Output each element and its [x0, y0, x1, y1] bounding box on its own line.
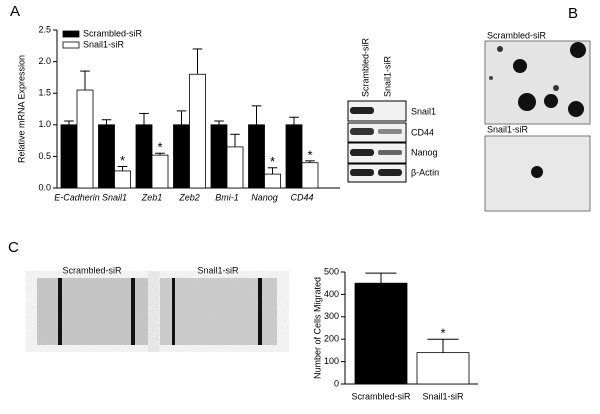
bar: [151, 154, 169, 189]
legend-label: Snail1-siR: [83, 39, 125, 49]
y-tick-label: 1.0: [38, 119, 51, 129]
y-tick-label: 200: [324, 334, 339, 344]
blot-band-box: [347, 100, 407, 122]
bar: [416, 352, 470, 385]
image-label: Snail1-siR: [487, 124, 529, 134]
bar: [248, 124, 265, 189]
y-axis-label: Relative mRNA Expression: [16, 55, 26, 163]
y-axis-label: Number of Cells Migrated: [312, 277, 322, 379]
blot-row-label: Nanog: [411, 147, 438, 157]
y-tick-label: 500: [324, 266, 339, 276]
bar: [60, 124, 78, 189]
image-label: Scrambled-siR: [62, 265, 122, 275]
image-label: Snail1-siR: [197, 265, 239, 275]
x-tick-label: CD44: [290, 192, 313, 202]
colony: [518, 93, 536, 111]
blot-band-box: [347, 163, 407, 183]
blot-band: [378, 129, 402, 134]
y-tick-label: 0: [334, 378, 339, 388]
western-blot: Scrambled-siR Snail1-siR Snail1 CD44 Nan…: [347, 37, 439, 183]
bar: [189, 73, 206, 189]
wound-edge: [58, 278, 62, 345]
bar: [354, 282, 408, 385]
panel-label: A: [10, 3, 20, 20]
blot-row-label: CD44: [411, 127, 434, 137]
blot-band-box: [347, 122, 407, 143]
y-tick-label: 400: [324, 289, 339, 299]
significance-marker: *: [270, 154, 275, 169]
blot-band: [378, 169, 402, 176]
bar: [285, 124, 303, 189]
y-tick-label: 2.0: [38, 56, 51, 66]
blot-band: [350, 149, 374, 156]
legend-swatch: [62, 30, 80, 38]
legend-label: Scrambled-siR: [83, 28, 143, 38]
significance-marker: *: [157, 140, 162, 155]
blot-column-label: Snail1-siR: [382, 55, 392, 97]
blot-band: [350, 128, 374, 135]
blot-row-label: Snail1: [411, 106, 436, 116]
bar: [98, 124, 115, 189]
x-tick-label: Bmi-1: [215, 192, 239, 202]
bar: [210, 124, 228, 189]
colony: [568, 101, 584, 117]
legend-swatch: [62, 41, 80, 49]
y-tick-label: 2.5: [38, 24, 51, 34]
blot-band-box: [347, 142, 407, 164]
y-tick-label: 0.0: [38, 182, 51, 192]
colony: [531, 166, 543, 178]
x-tick-label: Scrambled-siR: [351, 391, 411, 401]
bar: [173, 124, 190, 189]
bar: [301, 162, 319, 189]
blot-band: [350, 107, 374, 114]
x-tick-label: Snail1: [102, 192, 127, 202]
image-texture: [160, 278, 277, 345]
colony: [544, 94, 558, 108]
bar: [114, 170, 131, 189]
colony: [513, 59, 527, 73]
x-tick-label: Nanog: [251, 192, 278, 202]
blot-band: [350, 169, 374, 176]
panel-label: B: [568, 5, 578, 22]
colony: [497, 46, 503, 52]
wound-edge: [172, 278, 175, 345]
x-tick-label: E-Cadherin: [54, 192, 100, 202]
x-tick-label: Zeb1: [141, 192, 163, 202]
colony: [489, 76, 493, 80]
y-tick-label: 0.5: [38, 151, 51, 161]
x-tick-label: Snail1-siR: [422, 391, 464, 401]
significance-marker: *: [307, 147, 312, 162]
blot-row-label: β-Actin: [411, 167, 439, 177]
image-label: Scrambled-siR: [487, 30, 547, 40]
panel-label: C: [8, 239, 19, 256]
bar: [264, 173, 281, 189]
significance-marker: *: [120, 153, 125, 168]
y-tick-label: 1.5: [38, 88, 51, 98]
bar: [226, 146, 244, 189]
bar: [76, 89, 94, 189]
y-tick-label: 300: [324, 311, 339, 321]
x-tick-label: Zeb2: [178, 192, 200, 202]
image-texture: [37, 278, 148, 345]
significance-marker: *: [440, 326, 445, 341]
wound-edge: [131, 278, 135, 345]
y-tick-label: 100: [324, 356, 339, 366]
colony: [553, 85, 559, 91]
colony-assay: Scrambled-siR Snail1-siR: [484, 30, 591, 212]
blot-column-label: Scrambled-siR: [360, 37, 370, 97]
bar: [135, 124, 153, 189]
colony: [570, 42, 586, 58]
migration-assay: Scrambled-siR Snail1-siR: [37, 265, 277, 345]
wound-edge: [258, 278, 262, 345]
blot-band: [378, 150, 402, 155]
